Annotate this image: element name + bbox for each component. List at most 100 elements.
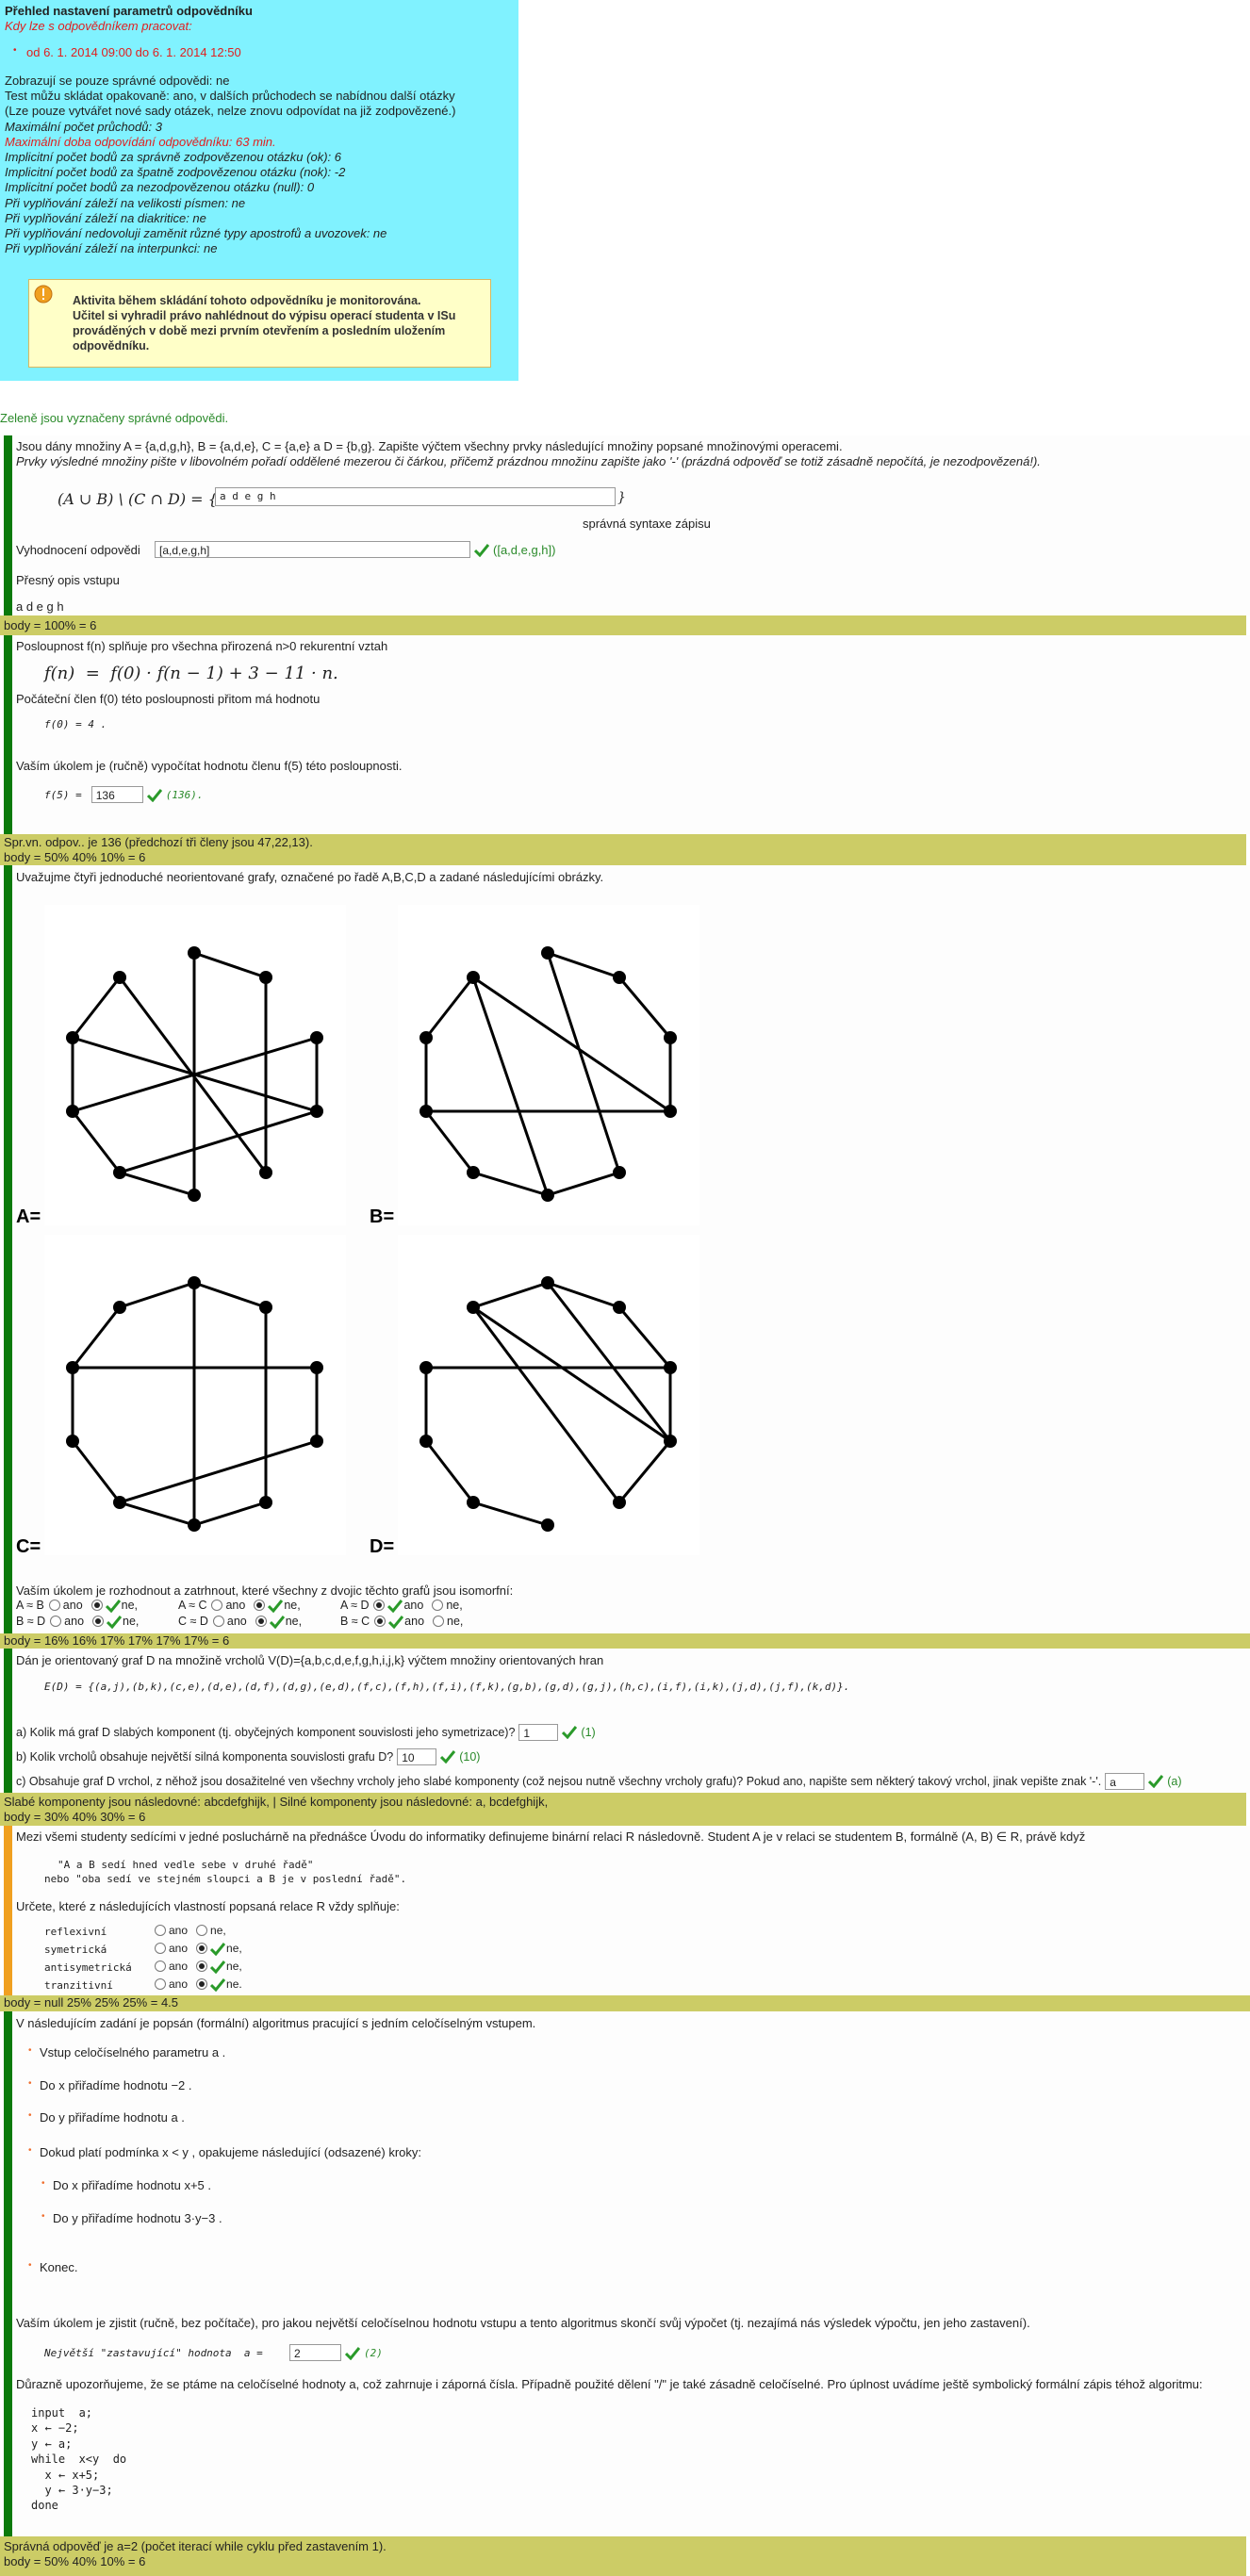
eval-input[interactable]: [a,d,e,g,h] (155, 541, 470, 558)
radio (374, 1616, 387, 1628)
graph-node (613, 1301, 626, 1314)
bullet: • (28, 2260, 32, 2271)
item: a) Kolik má graf D slabých komponent (tj… (16, 1724, 596, 1741)
pair-label: B ≈ C (340, 1615, 370, 1629)
bullet: • (28, 2145, 32, 2156)
graph-node (188, 946, 201, 960)
bullet: • (28, 2045, 32, 2056)
radio (212, 1616, 224, 1628)
setting-line: Při vyplňování záleží na interpunkci: ne (5, 241, 218, 256)
graph-edge (119, 1171, 195, 1197)
result-line: body = 16% 16% 17% 17% 17% 17% = 6 (4, 1633, 230, 1648)
graph-edge (193, 1501, 267, 1527)
graph-node (113, 1301, 126, 1314)
graph-edge (424, 1440, 475, 1503)
option-label: ano (404, 1615, 425, 1629)
check (209, 1977, 226, 1993)
graph-node (664, 1031, 677, 1044)
property: antisymetrická (44, 1961, 132, 1974)
graph-node (541, 1276, 554, 1289)
graph-label: B= (370, 1206, 395, 1227)
graph-edge (472, 1305, 671, 1443)
check (268, 1599, 284, 1613)
item: c) Obsahuje graf D vrchol, z něhož jsou … (16, 1773, 1181, 1790)
pair: A ≈ B ano ne, (16, 1599, 143, 1613)
answer-input[interactable]: 10 (397, 1748, 437, 1765)
item-text: a) Kolik má graf D slabých komponent (tj… (16, 1726, 516, 1739)
answer-input[interactable]: a (1105, 1773, 1145, 1790)
item: b) Kolik vrcholů obsahuje největší silná… (16, 1748, 480, 1765)
graph-node (113, 1166, 126, 1179)
radio (90, 1600, 103, 1612)
answer-input[interactable]: 136 (90, 786, 143, 803)
result-line: Spr.vn. odpov.. je 136 (předchozí tři čl… (4, 835, 313, 849)
check-icon (209, 1977, 226, 1993)
graph-edge (617, 1440, 672, 1503)
graph-node (419, 1031, 433, 1044)
graph-label: A= (16, 1206, 41, 1227)
graph-node (541, 1518, 554, 1532)
option-label: ano (62, 1599, 83, 1613)
pair: B ≈ D ano ne, (16, 1615, 144, 1629)
radio (433, 1616, 445, 1628)
graph-node (664, 1361, 677, 1374)
correct-answer: (2) (364, 2346, 383, 2359)
graph-label: C= (16, 1536, 41, 1557)
property-options: ano ne, (153, 1942, 248, 1957)
correct-answer: (136). (165, 788, 204, 801)
radio (211, 1600, 223, 1612)
graph-node (613, 971, 626, 984)
graph-edge (424, 976, 475, 1039)
syntax-note: správná syntaxe zápisu (583, 517, 711, 531)
result-line: body = 100% = 6 (4, 618, 97, 632)
answer-input[interactable]: 1 (518, 1724, 559, 1741)
answer-input[interactable]: 2 (289, 2344, 341, 2361)
graph-edge (119, 1109, 318, 1174)
radio (196, 1943, 208, 1955)
check (473, 542, 490, 558)
check-icon (1148, 1775, 1164, 1789)
graph-edge (72, 1036, 318, 1113)
edge-list: E(D) = {(a,j),(b,k),(c,e),(d,e),(d,f),(d… (44, 1681, 850, 1693)
graph-edge (547, 1281, 620, 1309)
radio (432, 1600, 444, 1612)
task: Vaším úkolem je zjistit (ručně, bez počí… (16, 2316, 1030, 2330)
check-icon (440, 1750, 456, 1764)
radio (155, 1925, 166, 1936)
question-1: Jsou dány množiny A = {a,d,g,h}, B = {a,… (4, 435, 1250, 615)
setting-line: (Lze pouze vytvářet nové sady otázek, ne… (5, 104, 456, 119)
step: Do y přiřadíme hodnotu a . (40, 2110, 185, 2125)
answer-input[interactable]: a d e g h (215, 487, 616, 506)
warning-body: Učitel si vyhradil právo nahlédnout do v… (73, 309, 456, 353)
bullet: • (28, 2110, 32, 2121)
graph-edge (472, 1171, 549, 1197)
option-label: ne, (285, 1615, 303, 1629)
eval-label: Vyhodnocení odpovědi (16, 542, 140, 557)
result-bar: Správná odpověď je a=2 (počet iterací wh… (0, 2536, 1246, 2576)
property-options: ano ne, (153, 1960, 248, 1975)
graph-edge (71, 976, 122, 1039)
question-number: 3 (5, 867, 10, 878)
setting-line: Při vyplňování záleží na diakritice: ne (5, 210, 206, 225)
option-label: ne, (123, 1615, 140, 1629)
step: Dokud platí podmínka x < y , opakujeme n… (40, 2145, 422, 2159)
option-label: ne, (226, 1942, 242, 1956)
radio (255, 1616, 267, 1628)
code-line: y ← a; (31, 2437, 73, 2451)
property: reflexivní (44, 1926, 107, 1938)
radio (196, 1961, 208, 1973)
graph-node (66, 1361, 79, 1374)
question-hint: Prvky výsledné množiny pište v libovolné… (16, 454, 1041, 468)
bullet: • (41, 2178, 45, 2189)
when: od 6. 1. 2014 09:00 do 6. 1. 2014 12:50 (26, 45, 241, 59)
bullet: • (28, 2078, 32, 2089)
graph-edge (119, 1501, 195, 1527)
result-line: Slabé komponenty jsou následovné: abcdef… (4, 1795, 549, 1809)
property-options: ano ne. (153, 1977, 248, 1993)
copy-text: a d e g h (16, 599, 64, 614)
setting-line: Maximální doba odpovídání odpovědníku: 6… (5, 134, 276, 149)
graph-edge (71, 1440, 122, 1503)
graph-node (188, 1189, 201, 1202)
bullet: • (13, 45, 17, 56)
